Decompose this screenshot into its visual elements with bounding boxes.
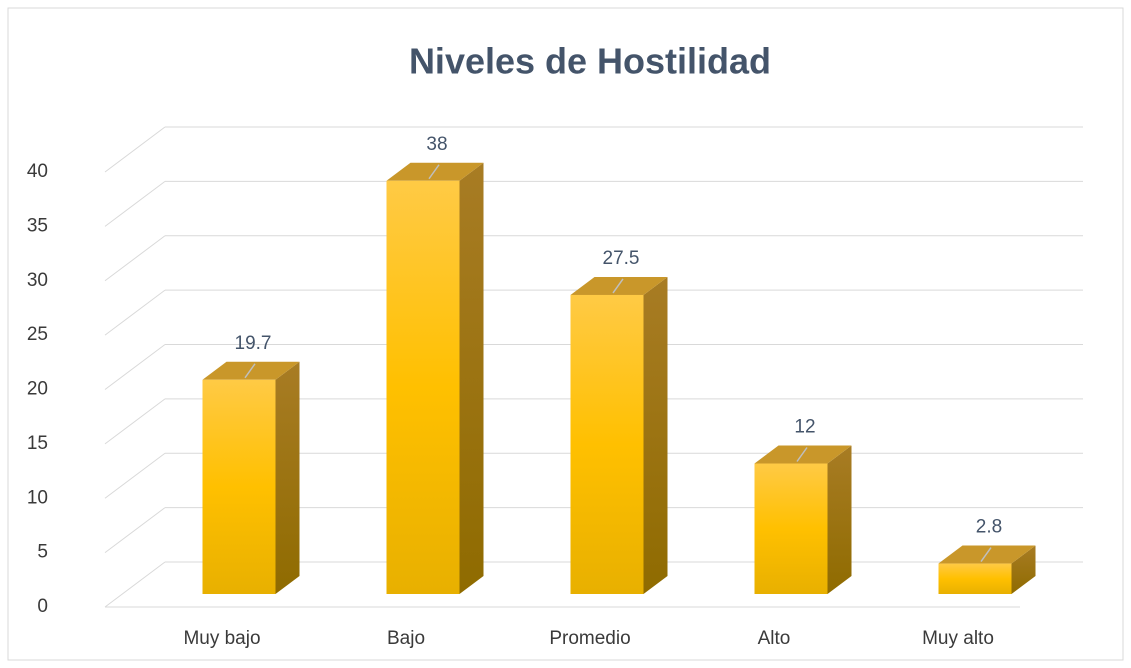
grid-line-side xyxy=(104,344,166,390)
leader-line xyxy=(796,447,808,462)
x-tick-label: Bajo xyxy=(387,628,425,649)
grid-line-side xyxy=(104,235,166,282)
bar-top xyxy=(386,162,484,181)
bar-side xyxy=(827,445,852,594)
leader-line xyxy=(980,547,992,562)
grid-line-side xyxy=(104,289,166,336)
value-label: 2.8 xyxy=(976,517,1002,538)
y-tick-label: 40 xyxy=(27,161,48,182)
leader-line xyxy=(244,363,256,379)
x-tick-label: Alto xyxy=(758,628,791,649)
bar xyxy=(938,563,1012,594)
x-tick-label: Muy bajo xyxy=(183,628,260,649)
x-tick-label: Muy alto xyxy=(922,628,994,649)
y-tick-label: 5 xyxy=(37,542,48,563)
y-tick-label: 10 xyxy=(27,487,48,508)
bar-top xyxy=(570,276,668,295)
y-tick-label: 20 xyxy=(27,379,48,400)
leader-line xyxy=(612,278,624,294)
value-label: 12 xyxy=(794,417,815,438)
y-tick-label: 25 xyxy=(27,324,48,345)
value-label: 38 xyxy=(426,134,447,155)
bar-side xyxy=(459,162,484,594)
bar-top xyxy=(938,545,1036,564)
bar-side xyxy=(1011,545,1036,594)
y-tick-label: 0 xyxy=(37,596,48,617)
bar-top xyxy=(754,445,852,464)
grid-line-side xyxy=(104,126,166,173)
y-tick-label: 30 xyxy=(27,270,48,291)
bar xyxy=(754,463,828,594)
value-label: 27.5 xyxy=(603,248,640,269)
y-tick-label: 35 xyxy=(27,215,48,236)
grid-line-side xyxy=(104,507,166,554)
grid-line-side xyxy=(104,452,166,499)
value-label: 19.7 xyxy=(235,333,272,354)
bar-side xyxy=(275,361,300,594)
bar xyxy=(202,379,276,594)
grid-line-side xyxy=(104,561,166,608)
grid-line-side xyxy=(104,180,166,227)
grid-line-side xyxy=(104,398,166,445)
y-tick-label: 15 xyxy=(27,433,48,454)
bar-side xyxy=(643,276,668,594)
bar xyxy=(570,294,644,594)
chart-title: Niveles de Hostilidad xyxy=(409,41,771,82)
bar-top xyxy=(202,361,300,380)
bar xyxy=(386,180,460,594)
x-tick-label: Promedio xyxy=(549,628,630,649)
chart-border xyxy=(7,7,1124,661)
leader-line xyxy=(428,164,440,180)
